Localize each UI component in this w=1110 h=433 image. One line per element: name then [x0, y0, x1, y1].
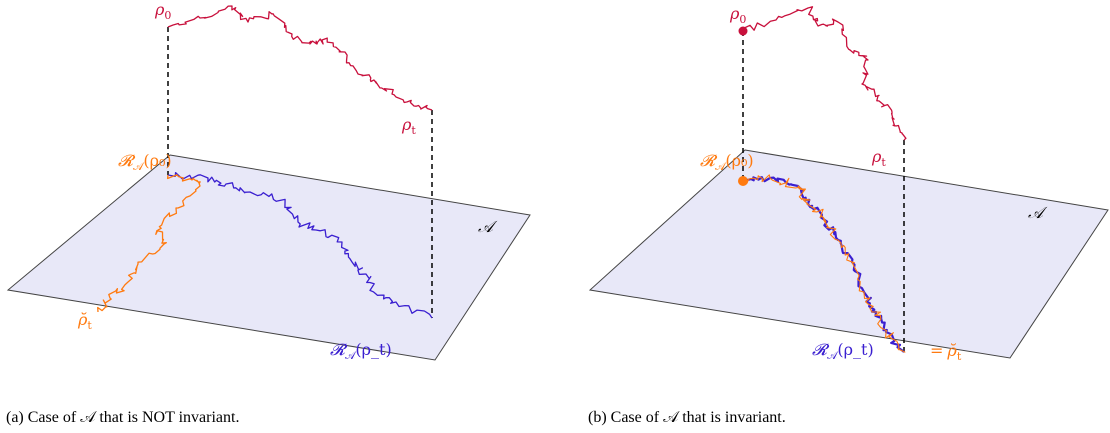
- caption-b: (b) Case of 𝒜 that is invariant.: [588, 409, 786, 426]
- equals-rho-check-label-b: = ρ̆t: [930, 341, 962, 363]
- caption-a: (a) Case of 𝒜 that is NOT invariant.: [6, 409, 239, 426]
- R-rho0-start-dot-b: [738, 176, 748, 186]
- R-rho0-label-b: 𝓡𝒜(ρ₀): [700, 151, 754, 173]
- rho0-label-a: ρ0: [154, 0, 171, 22]
- reduced-path-b: [742, 174, 906, 353]
- rho-path-b: [742, 6, 907, 141]
- reduced-path-a: [97, 174, 201, 313]
- plane-a: [6, 154, 531, 361]
- rhot-label-a: ρt: [401, 115, 416, 137]
- plane-label-b: 𝒜: [1028, 203, 1048, 222]
- rho0-label-b: ρ0: [729, 4, 746, 26]
- plane-label-a: 𝒜: [478, 217, 498, 236]
- rho0-start-dot-b: [738, 26, 748, 36]
- panel-a: ρ0 ρt 𝓡𝒜(ρ₀) 𝓡𝒜(ρ_t) ρ̆t 𝒜 (a) Case of 𝒜…: [6, 0, 531, 426]
- rho-check-label-a: ρ̆t: [77, 310, 92, 332]
- R-rho0-label-a: 𝓡𝒜(ρ₀): [118, 151, 172, 173]
- rho-path-a: [167, 5, 433, 111]
- projection-path-a: [167, 171, 433, 319]
- rhot-label-b: ρt: [871, 147, 886, 169]
- R-rhot-label-a: 𝓡𝒜(ρ_t): [330, 340, 392, 362]
- panel-b: ρ0 ρt 𝓡𝒜(ρ₀) 𝓡𝒜(ρ_t) = ρ̆t 𝒜 (b) Case of …: [588, 4, 1109, 426]
- R-rhot-label-b: 𝓡𝒜(ρ_t): [812, 340, 874, 362]
